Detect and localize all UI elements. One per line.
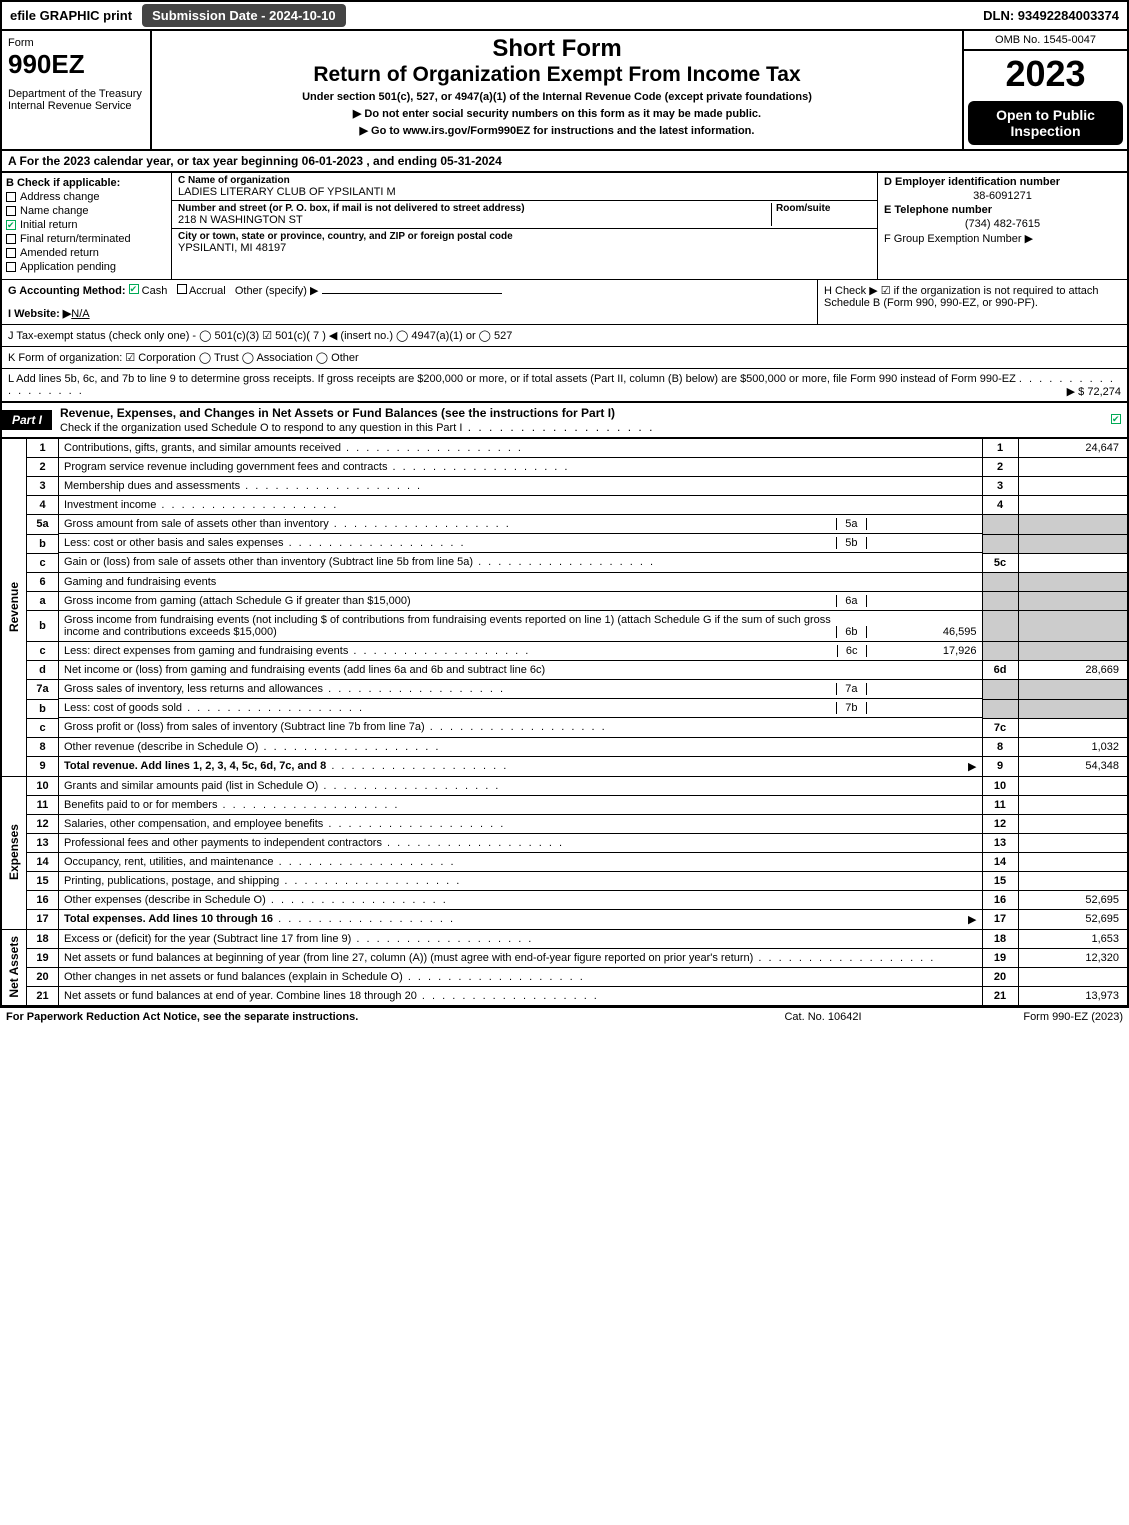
under-section: Under section 501(c), 527, or 4947(a)(1)… xyxy=(160,91,954,103)
chk-address-change[interactable]: Address change xyxy=(6,191,167,203)
line-19-value: 12,320 xyxy=(1018,948,1128,967)
col-d-e-f: D Employer identification number 38-6091… xyxy=(877,173,1127,279)
tel-label: E Telephone number xyxy=(884,204,1121,216)
city-block: City or town, state or province, country… xyxy=(172,229,877,256)
line-17-value: 52,695 xyxy=(1018,909,1128,929)
header-right: OMB No. 1545-0047 2023 Open to Public In… xyxy=(962,31,1127,149)
header-left: Form 990EZ Department of the Treasury In… xyxy=(2,31,152,149)
submission-date: Submission Date - 2024-10-10 xyxy=(142,4,346,27)
tax-year: 2023 xyxy=(964,51,1127,97)
row-j: J Tax-exempt status (check only one) - ◯… xyxy=(0,325,1129,347)
return-title: Return of Organization Exempt From Incom… xyxy=(160,63,954,87)
footer-left: For Paperwork Reduction Act Notice, see … xyxy=(6,1011,723,1023)
row-a: A For the 2023 calendar year, or tax yea… xyxy=(0,151,1129,173)
efile-label: efile GRAPHIC print xyxy=(2,5,140,26)
part-1-header: Part I Revenue, Expenses, and Changes in… xyxy=(0,402,1129,439)
org-name: LADIES LITERARY CLUB OF YPSILANTI M xyxy=(178,186,871,198)
col-b: B Check if applicable: Address change Na… xyxy=(2,173,172,279)
h-check: H Check ▶ ☑ if the organization is not r… xyxy=(817,280,1127,324)
org-name-label: C Name of organization xyxy=(178,175,871,186)
netassets-side-label: Net Assets xyxy=(7,936,21,998)
group-exemption: F Group Exemption Number ▶ xyxy=(884,232,1121,245)
accounting-method: G Accounting Method: Cash Accrual Other … xyxy=(2,280,817,324)
chk-initial-return[interactable]: Initial return xyxy=(6,219,167,231)
row-k: K Form of organization: ☑ Corporation ◯ … xyxy=(0,347,1129,369)
chk-accrual[interactable] xyxy=(177,284,187,294)
street-label: Number and street (or P. O. box, if mail… xyxy=(178,203,771,214)
line-18-value: 1,653 xyxy=(1018,929,1128,948)
lines-table: Revenue 1Contributions, gifts, grants, a… xyxy=(0,439,1129,1007)
chk-final-return[interactable]: Final return/terminated xyxy=(6,233,167,245)
col-c: C Name of organization LADIES LITERARY C… xyxy=(172,173,877,279)
chk-name-change[interactable]: Name change xyxy=(6,205,167,217)
goto-link[interactable]: ▶ Go to www.irs.gov/Form990EZ for instru… xyxy=(160,124,954,137)
do-not-enter: ▶ Do not enter social security numbers o… xyxy=(160,107,954,120)
part-1-tag: Part I xyxy=(2,410,52,430)
line-16-value: 52,695 xyxy=(1018,890,1128,909)
footer: For Paperwork Reduction Act Notice, see … xyxy=(0,1007,1129,1026)
form-header: Form 990EZ Department of the Treasury In… xyxy=(0,31,1129,151)
block-b-to-f: B Check if applicable: Address change Na… xyxy=(0,173,1129,280)
chk-amended[interactable]: Amended return xyxy=(6,247,167,259)
line-1-value: 24,647 xyxy=(1018,439,1128,458)
row-g-h: G Accounting Method: Cash Accrual Other … xyxy=(0,280,1129,325)
line-9-value: 54,348 xyxy=(1018,756,1128,776)
street-block: Number and street (or P. O. box, if mail… xyxy=(172,201,877,229)
ein-label: D Employer identification number xyxy=(884,176,1121,188)
org-name-block: C Name of organization LADIES LITERARY C… xyxy=(172,173,877,201)
part1-checkbox[interactable] xyxy=(1111,414,1121,424)
line-8-value: 1,032 xyxy=(1018,737,1128,756)
ein-value: 38-6091271 xyxy=(884,190,1121,202)
city-value: YPSILANTI, MI 48197 xyxy=(178,242,871,254)
line-21-value: 13,973 xyxy=(1018,986,1128,1006)
room-label: Room/suite xyxy=(771,203,871,226)
l-amount: ▶ $ 72,274 xyxy=(1067,385,1121,398)
open-public-badge: Open to Public Inspection xyxy=(968,101,1123,145)
chk-pending[interactable]: Application pending xyxy=(6,261,167,273)
department-label: Department of the Treasury Internal Reve… xyxy=(8,88,144,112)
b-header: B Check if applicable: xyxy=(6,177,167,189)
top-bar: efile GRAPHIC print Submission Date - 20… xyxy=(0,0,1129,31)
short-form-title: Short Form xyxy=(160,35,954,63)
expenses-side-label: Expenses xyxy=(7,824,21,880)
line-6b-value: 46,595 xyxy=(867,626,977,638)
header-center: Short Form Return of Organization Exempt… xyxy=(152,31,962,149)
part-1-title: Revenue, Expenses, and Changes in Net As… xyxy=(52,403,1105,437)
line-6c-value: 17,926 xyxy=(867,645,977,657)
website-value: N/A xyxy=(71,308,89,320)
chk-cash[interactable] xyxy=(129,284,139,294)
row-l: L Add lines 5b, 6c, and 7b to line 9 to … xyxy=(0,369,1129,402)
line-6d-value: 28,669 xyxy=(1018,661,1128,680)
city-label: City or town, state or province, country… xyxy=(178,231,871,242)
revenue-side-label: Revenue xyxy=(7,582,21,632)
website-label: I Website: ▶ xyxy=(8,308,71,320)
form-word: Form xyxy=(8,37,144,49)
omb-number: OMB No. 1545-0047 xyxy=(964,31,1127,51)
dln-label: DLN: 93492284003374 xyxy=(975,5,1127,26)
tel-value: (734) 482-7615 xyxy=(884,218,1121,230)
footer-center: Cat. No. 10642I xyxy=(723,1011,923,1023)
footer-right: Form 990-EZ (2023) xyxy=(923,1011,1123,1023)
form-number: 990EZ xyxy=(8,49,144,80)
street-value: 218 N WASHINGTON ST xyxy=(178,214,771,226)
